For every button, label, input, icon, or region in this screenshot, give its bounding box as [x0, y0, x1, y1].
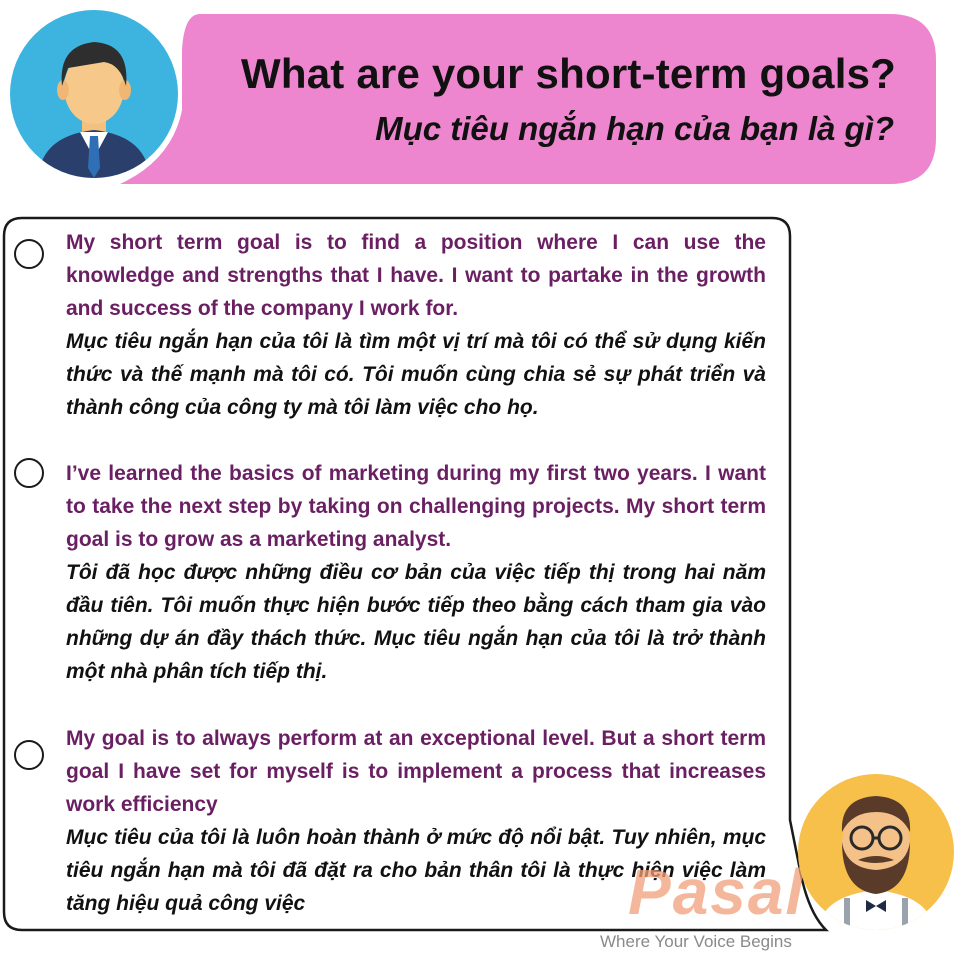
- bearded-man-avatar-icon: [798, 774, 954, 930]
- answer-english: My goal is to always perform at an excep…: [66, 727, 766, 816]
- answer-english: My short term goal is to find a position…: [66, 231, 766, 320]
- bullet-circle: [14, 458, 44, 488]
- answer-item: I’ve learned the basics of marketing dur…: [66, 457, 766, 688]
- brand-logo: Pasal: [628, 856, 806, 928]
- answer-item: My goal is to always perform at an excep…: [66, 722, 766, 920]
- speech-bubble-top: [120, 14, 936, 184]
- businessman-avatar-icon: [10, 10, 178, 178]
- question-english: What are your short-term goals?: [241, 50, 896, 97]
- answer-vietnamese: Mục tiêu của tôi là luôn hoàn thành ở mứ…: [66, 826, 766, 915]
- answer-vietnamese: Mục tiêu ngắn hạn của tôi là tìm một vị …: [66, 330, 766, 419]
- bullet-circle: [14, 740, 44, 770]
- answer-vietnamese: Tôi đã học được những điều cơ bản của vi…: [66, 561, 766, 683]
- brand-tagline: Where Your Voice Begins: [600, 932, 792, 951]
- answer-english: I’ve learned the basics of marketing dur…: [66, 462, 766, 551]
- question-vietnamese: Mục tiêu ngắn hạn của bạn là gì?: [375, 110, 894, 147]
- bullet-circle: [14, 239, 44, 269]
- answer-item: My short term goal is to find a position…: [66, 226, 766, 424]
- answers-card: [2, 216, 830, 932]
